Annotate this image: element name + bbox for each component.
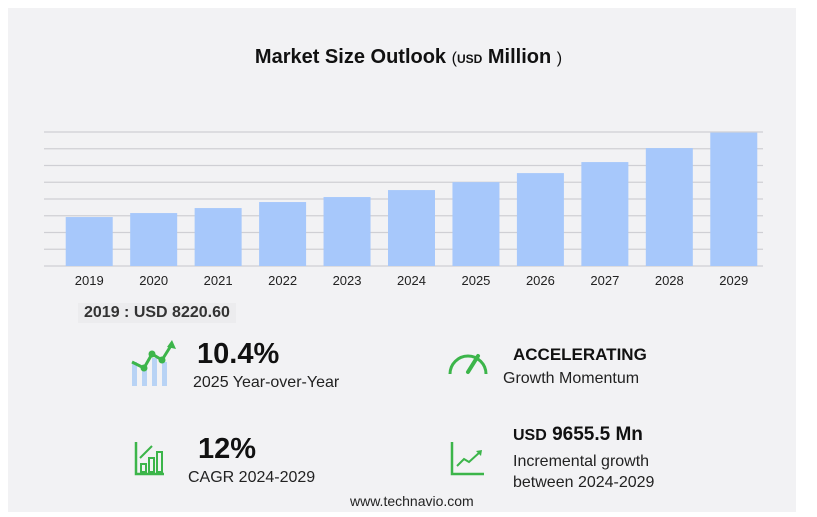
x-tick-label: 2024 — [397, 273, 426, 288]
bar-2026 — [516, 173, 564, 266]
footer-url[interactable]: www.technavio.com — [350, 493, 474, 509]
bar-2027 — [581, 162, 629, 266]
incremental-value: USD 9655.5 Mn — [513, 424, 643, 446]
momentum-label: Growth Momentum — [503, 370, 640, 387]
trend-line-icon — [450, 442, 484, 476]
growth-chart-icon — [131, 340, 176, 386]
bar-2024 — [388, 190, 435, 266]
base-year-value: 2019 : USD 8220.60 — [78, 303, 236, 323]
bar-2020 — [130, 213, 178, 266]
chart-title: Market Size Outlook (USD Million ) — [0, 46, 817, 69]
x-tick-label: 2029 — [719, 273, 748, 288]
title-unit: USD — [456, 52, 483, 66]
bar-2028 — [645, 148, 693, 266]
incremental-currency: USD — [513, 427, 547, 444]
x-tick-label: 2023 — [333, 273, 362, 288]
title-paren-close: ) — [556, 50, 563, 67]
title-unit-word: Million — [487, 46, 552, 68]
bar-2025 — [452, 182, 500, 266]
yoy-label: 2025 Year-over-Year — [193, 374, 340, 391]
bar-chart: 2019 2020 2021 2022 2023 2024 2025 2026 2027 2028… — [44, 131, 763, 288]
cagr-label: CAGR 2024-2029 — [188, 469, 316, 486]
x-tick-label: 2021 — [204, 273, 233, 288]
title-paren-open: ( — [451, 50, 457, 67]
cagr-value: 12% — [198, 433, 257, 465]
bar-2023 — [323, 197, 371, 266]
momentum-value: ACCELERATING — [513, 345, 647, 364]
title-main: Market Size Outlook — [254, 46, 447, 68]
bar-2021 — [194, 208, 242, 266]
bar-2029 — [710, 132, 758, 266]
bar-2019 — [65, 217, 113, 266]
x-tick-label: 2019 — [75, 273, 104, 288]
incremental-amount: 9655.5 Mn — [552, 424, 643, 445]
x-tick-label: 2028 — [655, 273, 684, 288]
x-tick-label: 2022 — [268, 273, 297, 288]
x-tick-label: 2025 — [461, 273, 490, 288]
x-tick-label: 2020 — [139, 273, 168, 288]
incremental-label-1: Incremental growth — [513, 453, 650, 470]
bar-growth-icon — [134, 442, 164, 476]
bar-2022 — [259, 202, 307, 266]
x-tick-label: 2027 — [590, 273, 619, 288]
x-tick-label: 2026 — [526, 273, 555, 288]
yoy-value: 10.4% — [197, 338, 280, 370]
incremental-label-2: between 2024-2029 — [513, 474, 655, 491]
speedometer-icon — [448, 354, 488, 375]
